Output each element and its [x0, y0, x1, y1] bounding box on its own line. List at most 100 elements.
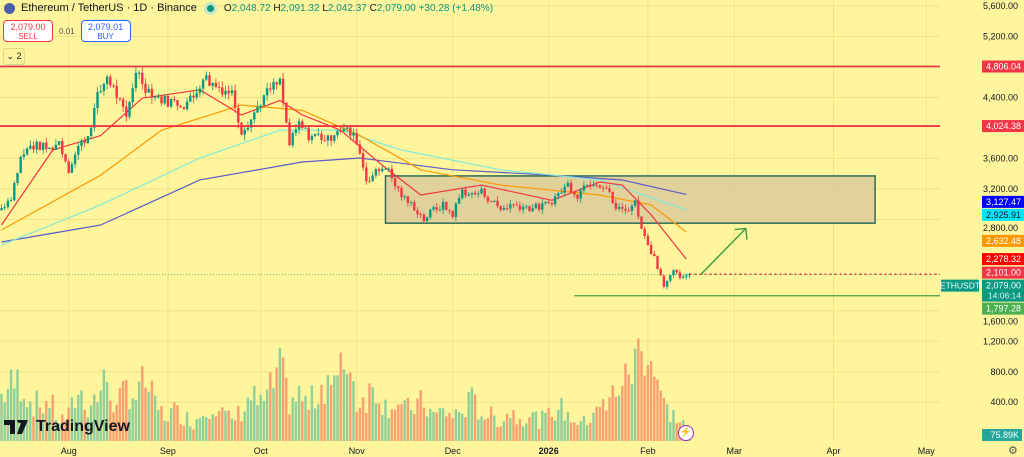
candle-body [54, 144, 58, 151]
candle [528, 205, 531, 212]
volume-bar [560, 397, 563, 441]
price-axis-label: 5,200.00 [983, 31, 1018, 41]
candle [681, 273, 685, 279]
volume-bar [361, 397, 365, 441]
volume-bar [137, 381, 141, 441]
candle [141, 67, 144, 90]
last-price-badge: 2,079.00 [986, 281, 1021, 291]
candle [272, 78, 275, 95]
candle-body [121, 99, 125, 107]
candle-body [345, 127, 349, 129]
candle-body [665, 280, 669, 287]
volume-bar [169, 408, 173, 441]
indicators-toggle-button[interactable]: ⌄ 2 [3, 48, 25, 65]
candle-body [141, 72, 144, 84]
volume-bar [448, 412, 451, 441]
volume-bar [144, 387, 147, 441]
volume-bar [128, 409, 131, 441]
candle-body [205, 75, 208, 80]
symbol-title[interactable]: Ethereum / TetherUS · 1D · Binance [21, 2, 197, 14]
candle [224, 86, 227, 99]
volume-bar [397, 404, 400, 441]
candle [150, 83, 154, 105]
volume-bar [64, 420, 67, 441]
volume-bar [67, 407, 70, 441]
candle-body [6, 200, 10, 208]
level-price-badge-bg [982, 302, 1024, 315]
candle-body [659, 269, 662, 276]
candle [576, 194, 579, 203]
candle [157, 93, 160, 99]
candle-body [317, 133, 320, 135]
candle [352, 128, 355, 141]
price-axis-label: 800.00 [990, 367, 1018, 377]
volume-bar [157, 410, 160, 441]
volume-bar [179, 424, 182, 441]
candle-body [131, 88, 134, 103]
candle-body [579, 190, 582, 199]
candle-body [265, 88, 269, 96]
candle [499, 205, 502, 212]
candle-body [288, 122, 291, 146]
candle-body [361, 153, 365, 168]
indicator-price-badge-bg [982, 234, 1024, 247]
volume-bar [48, 408, 51, 441]
volume-bar [665, 404, 669, 441]
volume-bar [329, 384, 333, 441]
candle-body [621, 206, 624, 209]
candle-body [195, 92, 198, 98]
volume-bar [131, 398, 134, 441]
candle-body [278, 78, 282, 85]
candle [345, 126, 349, 132]
candle [355, 128, 358, 145]
candle [637, 196, 640, 220]
candle [656, 255, 659, 270]
candle-body [57, 141, 61, 145]
candle [64, 153, 67, 163]
settings-gear-icon[interactable]: ⚙ [1008, 445, 1018, 457]
candle-body [166, 95, 170, 107]
volume-bar [355, 411, 358, 441]
candle-body [560, 192, 563, 194]
price-axis-label: 1,200.00 [983, 336, 1018, 346]
volume-bar [454, 409, 458, 441]
ma50-line [1, 104, 687, 233]
alerts-bolt-icon[interactable]: ⚡ [678, 425, 694, 441]
time-axis-label: Apr [826, 446, 840, 456]
candle [566, 179, 570, 187]
candle [259, 104, 262, 112]
candle [531, 204, 534, 213]
volume-bar [387, 418, 390, 441]
candle [470, 192, 474, 199]
volume-bar [569, 422, 573, 441]
candle-body [323, 140, 326, 142]
sell-button[interactable]: 2,079.00 SELL [3, 20, 53, 42]
candle [397, 185, 400, 193]
indicator-price-badge-bg [982, 195, 1024, 208]
volume-bar [595, 406, 598, 441]
candle-body [208, 75, 211, 86]
candle [509, 199, 512, 213]
level-price-badge-bg [982, 60, 1024, 73]
candle-body [237, 107, 240, 123]
candle [435, 202, 438, 214]
candle [217, 81, 221, 93]
candle-body [576, 194, 579, 199]
level-price-badge-bg [982, 120, 1024, 133]
candle-body [601, 187, 605, 189]
candle [429, 208, 432, 220]
candle [243, 125, 246, 141]
price-axis-label: 3,200.00 [983, 184, 1018, 194]
candle [169, 97, 173, 109]
volume-bar [185, 412, 189, 441]
candle [67, 158, 70, 174]
candle-body [377, 169, 381, 172]
candle [589, 180, 592, 190]
candle [25, 147, 29, 156]
candle [115, 79, 118, 105]
volume-bar [54, 420, 58, 441]
candle-body [163, 95, 166, 104]
candle-body [246, 127, 250, 130]
buy-button[interactable]: 2,079.01 BUY [80, 20, 131, 42]
